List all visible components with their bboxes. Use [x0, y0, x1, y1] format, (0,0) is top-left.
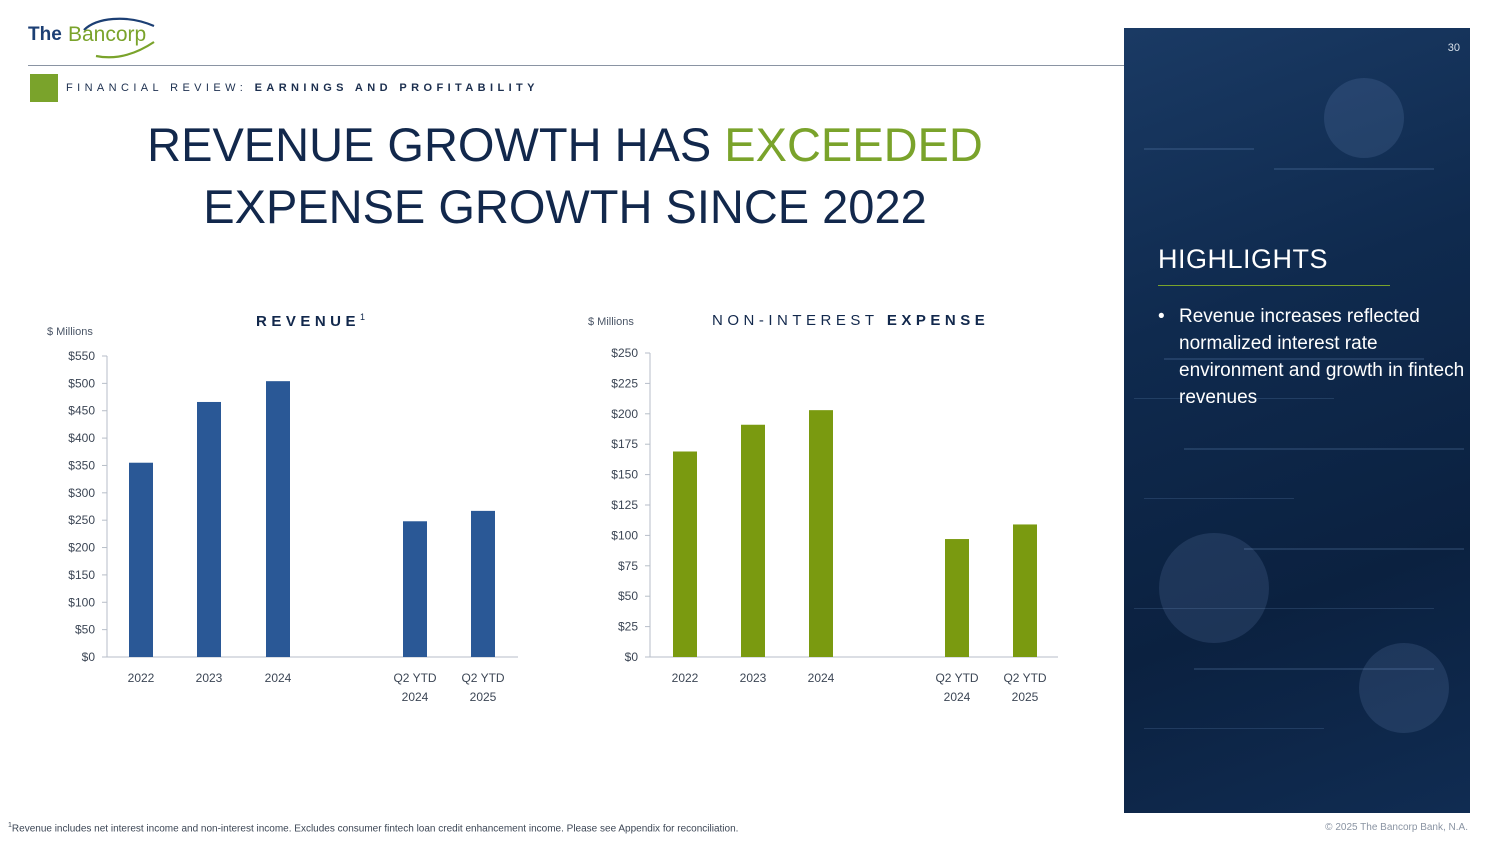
- revenue-tick-label: $200: [68, 541, 95, 555]
- expense-chart-svg: $0 $25 $50 $75 $100 $125 $150 $175 $200 $225 $250 2…: [611, 346, 1058, 704]
- expense-bar: [809, 410, 833, 657]
- logo-name: Bancorp: [68, 23, 147, 46]
- expense-tick-label: $200: [611, 407, 638, 421]
- expense-tick-label: $100: [611, 528, 638, 542]
- section-label: FINANCIAL REVIEW: EARNINGS AND PROFITABI…: [66, 82, 539, 94]
- revenue-chart: REVENUE1 $ Millions $0 $50 $100 $150 $200 $25…: [0, 0, 560, 720]
- highlights-panel: 30 HIGHLIGHTS • Revenue increases reflec…: [1124, 28, 1470, 813]
- revenue-tick-label: $400: [68, 431, 95, 445]
- title-accent: EXCEEDED: [724, 118, 983, 171]
- expense-chart: NON-INTEREST EXPENSE $ Millions $0 $25 $50…: [588, 312, 1058, 704]
- expense-category-label: 2024: [944, 690, 971, 704]
- section-marker: [30, 74, 58, 102]
- logo-swoosh-icon: [83, 17, 155, 59]
- revenue-category-label: 2025: [470, 690, 497, 704]
- revenue-tick-label: $550: [68, 349, 95, 363]
- revenue-chart-svg: $0 $50 $100 $150 $200 $250 $300 $350 $400 $450 $50…: [68, 349, 518, 704]
- highlight-bullet-text: Revenue increases reflected normalized i…: [1179, 306, 1465, 408]
- revenue-tick-label: $50: [75, 623, 95, 637]
- panel-background-pattern: [1134, 78, 1464, 733]
- expense-tick-label: $50: [618, 589, 638, 603]
- expense-tick-label: $175: [611, 437, 638, 451]
- expense-unit-label: $ Millions: [588, 316, 634, 328]
- revenue-bar: [266, 381, 290, 657]
- revenue-category-label: 2023: [196, 671, 223, 685]
- expense-bar: [741, 424, 765, 657]
- revenue-tick-label: $0: [82, 650, 96, 664]
- expense-category-label: 2023: [740, 671, 767, 685]
- revenue-category-label: Q2 YTD: [393, 671, 436, 685]
- revenue-tick-label: $450: [68, 404, 95, 418]
- revenue-tick-label: $300: [68, 486, 95, 500]
- section-emphasis: EARNINGS AND PROFITABILITY: [254, 82, 539, 94]
- expense-title-bold: EXPENSE: [886, 312, 990, 329]
- page-title: REVENUE GROWTH HAS EXCEEDED EXPENSE GROW…: [40, 114, 1090, 238]
- expense-chart-title: NON-INTEREST EXPENSE: [712, 312, 989, 329]
- footnote: 1Revenue includes net interest income an…: [8, 822, 738, 834]
- revenue-bar: [471, 510, 495, 657]
- footnote-text: Revenue includes net interest income and…: [11, 823, 739, 835]
- expense-title-light: NON-INTEREST: [712, 312, 879, 329]
- revenue-category-label: 2022: [128, 671, 155, 685]
- bancorp-logo: The Bancorp: [28, 16, 155, 60]
- expense-category-label: Q2 YTD: [1003, 671, 1046, 685]
- revenue-bar: [197, 401, 221, 657]
- revenue-unit-label: $ Millions: [47, 326, 93, 338]
- header-divider: [28, 65, 1460, 66]
- revenue-bar: [403, 521, 427, 657]
- expense-tick-label: $250: [611, 346, 638, 360]
- expense-tick-label: $0: [625, 650, 639, 664]
- highlight-bullet: • Revenue increases reflected normalized…: [1158, 303, 1469, 411]
- expense-category-label: 2022: [672, 671, 699, 685]
- footnote-marker: 1: [8, 822, 12, 829]
- bullet-icon: •: [1158, 306, 1165, 327]
- revenue-tick-label: $350: [68, 458, 95, 472]
- revenue-tick-label: $500: [68, 376, 95, 390]
- revenue-category-label: 2024: [402, 690, 429, 704]
- revenue-bar: [129, 462, 153, 657]
- revenue-tick-label: $100: [68, 595, 95, 609]
- highlights-underline: [1158, 285, 1390, 286]
- expense-tick-label: $75: [618, 559, 638, 573]
- expense-bar: [945, 539, 969, 657]
- copyright: © 2025 The Bancorp Bank, N.A.: [1325, 822, 1468, 833]
- expense-category-label: Q2 YTD: [935, 671, 978, 685]
- logo-prefix: The: [28, 24, 62, 45]
- revenue-category-label: Q2 YTD: [461, 671, 504, 685]
- revenue-title-superscript: 1: [360, 312, 366, 322]
- page-number: 30: [1447, 42, 1460, 54]
- revenue-tick-label: $150: [68, 568, 95, 582]
- title-part1: REVENUE GROWTH HAS: [147, 118, 725, 171]
- expense-category-label: 2025: [1012, 690, 1039, 704]
- revenue-tick-label: $250: [68, 513, 95, 527]
- expense-tick-label: $125: [611, 498, 638, 512]
- revenue-chart-title: REVENUE1: [256, 312, 365, 330]
- expense-bar: [1013, 524, 1037, 657]
- expense-category-label: 2024: [808, 671, 835, 685]
- expense-tick-label: $225: [611, 376, 638, 390]
- revenue-title-text: REVENUE: [256, 313, 361, 330]
- expense-bar: [673, 451, 697, 657]
- section-prefix: FINANCIAL REVIEW:: [66, 82, 248, 94]
- expense-tick-label: $150: [611, 468, 638, 482]
- revenue-category-label: 2024: [265, 671, 292, 685]
- expense-tick-label: $25: [618, 620, 638, 634]
- highlights-heading: HIGHLIGHTS: [1158, 244, 1329, 274]
- title-part2: EXPENSE GROWTH SINCE 2022: [203, 180, 927, 233]
